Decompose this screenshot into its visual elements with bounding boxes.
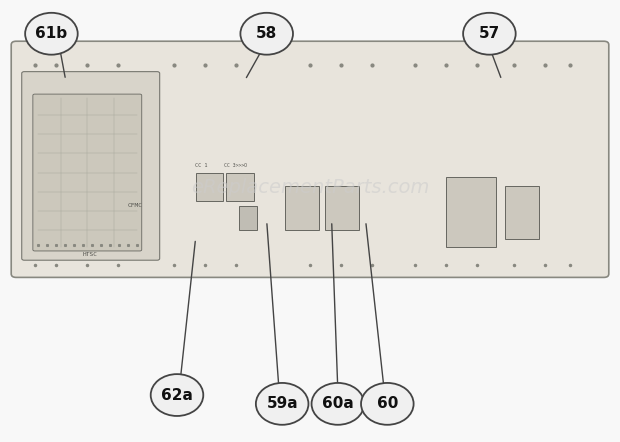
Text: CC 3>>>O: CC 3>>>O — [224, 164, 247, 168]
Text: 61b: 61b — [35, 26, 68, 41]
Text: HTSC: HTSC — [83, 251, 98, 256]
Bar — [285, 186, 319, 230]
Ellipse shape — [25, 13, 78, 55]
Ellipse shape — [361, 383, 414, 425]
Bar — [326, 186, 360, 230]
FancyBboxPatch shape — [33, 94, 142, 251]
Text: 58: 58 — [256, 26, 277, 41]
Text: 57: 57 — [479, 26, 500, 41]
Text: 60a: 60a — [322, 396, 354, 412]
Text: CC 1: CC 1 — [195, 164, 208, 168]
FancyBboxPatch shape — [11, 41, 609, 278]
Bar — [446, 177, 495, 248]
Ellipse shape — [256, 383, 309, 425]
Ellipse shape — [151, 374, 203, 416]
Bar — [239, 206, 257, 230]
FancyBboxPatch shape — [22, 72, 160, 260]
Text: 60: 60 — [376, 396, 398, 412]
Bar — [195, 172, 223, 201]
Text: 62a: 62a — [161, 388, 193, 403]
Text: 59a: 59a — [267, 396, 298, 412]
Text: eReplacementParts.com: eReplacementParts.com — [191, 179, 429, 198]
Bar — [505, 186, 539, 239]
Ellipse shape — [241, 13, 293, 55]
Ellipse shape — [463, 13, 516, 55]
Bar — [226, 172, 254, 201]
Ellipse shape — [311, 383, 364, 425]
Text: CFMC: CFMC — [128, 203, 143, 208]
